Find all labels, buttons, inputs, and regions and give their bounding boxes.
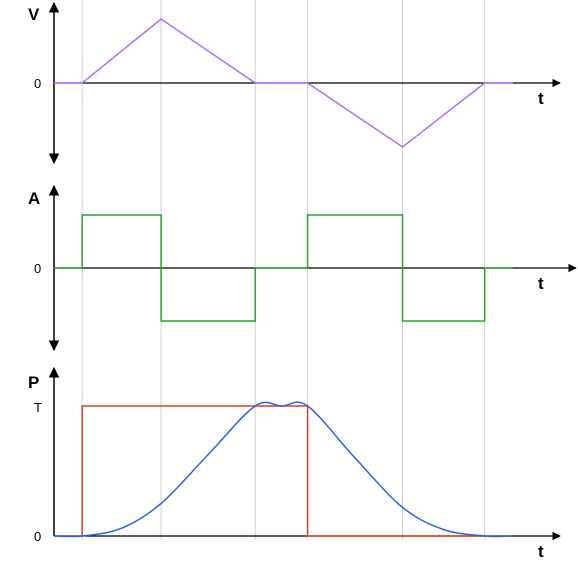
position-step-series [54, 405, 513, 537]
position-y-label: P [28, 373, 39, 392]
velocity-x-label: t [538, 89, 544, 108]
velocity-zero-tick: 0 [34, 76, 41, 91]
position-smooth-series [53, 401, 513, 538]
velocity-series [54, 18, 513, 148]
position-zero-tick: 0 [34, 529, 41, 544]
velocity-panel: V 0 t [28, 1, 561, 165]
acceleration-zero-tick: 0 [34, 261, 41, 276]
acceleration-panel: A 0 t [28, 184, 577, 352]
acceleration-y-label: A [28, 189, 40, 208]
acceleration-x-label: t [538, 274, 544, 293]
position-panel: P T 0 t [28, 366, 561, 561]
velocity-y-label: V [28, 5, 40, 24]
vertical-gridlines [81, 0, 486, 540]
position-x-label: t [538, 542, 544, 561]
position-t-tick: T [34, 400, 42, 415]
acceleration-series [54, 214, 513, 322]
